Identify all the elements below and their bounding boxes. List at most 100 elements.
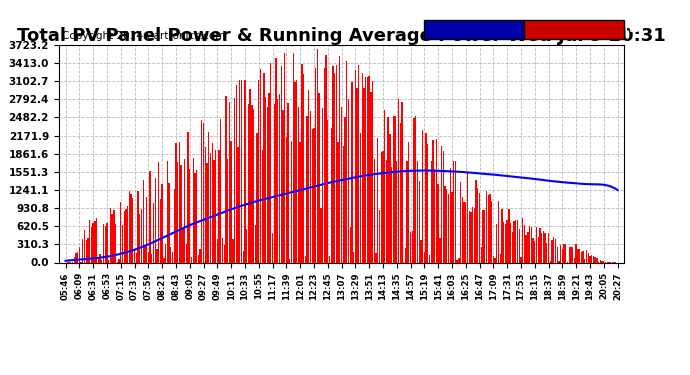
- Bar: [213, 160, 215, 262]
- Bar: [293, 53, 294, 262]
- Bar: [434, 170, 435, 262]
- Bar: [465, 202, 466, 262]
- Bar: [574, 258, 575, 262]
- Bar: [462, 197, 463, 262]
- Bar: [239, 80, 240, 262]
- Bar: [258, 81, 259, 262]
- Bar: [460, 182, 461, 262]
- Bar: [453, 161, 454, 262]
- Bar: [484, 210, 485, 262]
- Bar: [450, 168, 451, 262]
- Bar: [481, 248, 482, 262]
- Bar: [419, 181, 420, 262]
- Bar: [298, 107, 299, 262]
- Bar: [417, 161, 418, 262]
- Bar: [513, 222, 515, 262]
- Bar: [151, 254, 152, 262]
- Bar: [236, 86, 237, 262]
- Bar: [374, 159, 375, 262]
- Bar: [267, 107, 268, 262]
- Bar: [270, 63, 271, 262]
- Bar: [139, 214, 140, 262]
- Bar: [569, 247, 570, 262]
- Bar: [591, 255, 592, 262]
- Bar: [275, 58, 277, 262]
- Bar: [296, 80, 297, 262]
- Bar: [500, 254, 501, 262]
- Bar: [396, 160, 397, 262]
- Bar: [393, 116, 394, 262]
- Bar: [588, 254, 589, 262]
- Bar: [586, 250, 587, 262]
- Bar: [405, 248, 406, 262]
- Bar: [339, 56, 340, 262]
- Bar: [281, 66, 282, 262]
- Bar: [137, 192, 139, 262]
- Bar: [220, 119, 221, 262]
- Bar: [306, 116, 308, 262]
- Bar: [260, 69, 261, 262]
- Bar: [317, 49, 318, 262]
- Bar: [265, 97, 266, 262]
- Bar: [372, 81, 373, 262]
- Bar: [82, 239, 83, 262]
- Bar: [410, 232, 411, 262]
- Bar: [179, 142, 180, 262]
- Bar: [127, 206, 128, 262]
- Bar: [206, 163, 208, 262]
- Bar: [77, 252, 78, 262]
- Bar: [337, 142, 339, 262]
- Bar: [415, 116, 416, 262]
- Bar: [479, 193, 480, 262]
- Bar: [367, 76, 368, 262]
- Bar: [113, 210, 115, 262]
- Bar: [130, 195, 132, 262]
- Bar: [244, 80, 246, 262]
- Bar: [498, 201, 499, 262]
- Bar: [299, 142, 301, 262]
- Bar: [310, 111, 311, 262]
- Bar: [227, 159, 228, 262]
- Bar: [493, 256, 494, 262]
- Bar: [351, 82, 353, 262]
- Bar: [186, 244, 187, 262]
- Bar: [455, 161, 456, 262]
- Bar: [336, 65, 337, 262]
- Bar: [331, 128, 332, 262]
- Bar: [291, 141, 292, 262]
- Bar: [365, 77, 366, 262]
- Bar: [174, 189, 175, 262]
- Bar: [413, 118, 415, 262]
- Bar: [284, 54, 285, 262]
- Bar: [86, 240, 87, 262]
- Bar: [524, 225, 525, 262]
- Bar: [315, 68, 316, 262]
- Bar: [132, 198, 133, 262]
- Bar: [358, 65, 359, 262]
- Bar: [527, 232, 529, 262]
- Bar: [360, 132, 361, 262]
- Bar: [437, 184, 439, 262]
- Bar: [368, 76, 370, 262]
- Bar: [210, 153, 211, 262]
- Bar: [496, 224, 497, 262]
- Bar: [215, 150, 216, 262]
- Bar: [589, 256, 591, 262]
- Text: Copyright 2014 Cartronics.com: Copyright 2014 Cartronics.com: [62, 32, 226, 41]
- Bar: [522, 218, 523, 262]
- Bar: [115, 224, 116, 262]
- Title: Total PV Panel Power & Running Average Power Wed Jul 9 20:31: Total PV Panel Power & Running Average P…: [17, 27, 666, 45]
- Bar: [212, 143, 213, 262]
- Bar: [161, 184, 163, 262]
- Bar: [472, 207, 473, 262]
- Bar: [444, 186, 446, 262]
- Bar: [177, 162, 178, 262]
- Bar: [389, 134, 391, 262]
- Bar: [268, 93, 270, 262]
- Bar: [408, 142, 409, 262]
- Bar: [515, 219, 516, 262]
- Bar: [327, 120, 328, 262]
- Bar: [158, 162, 159, 262]
- Bar: [565, 243, 566, 262]
- Bar: [217, 238, 218, 262]
